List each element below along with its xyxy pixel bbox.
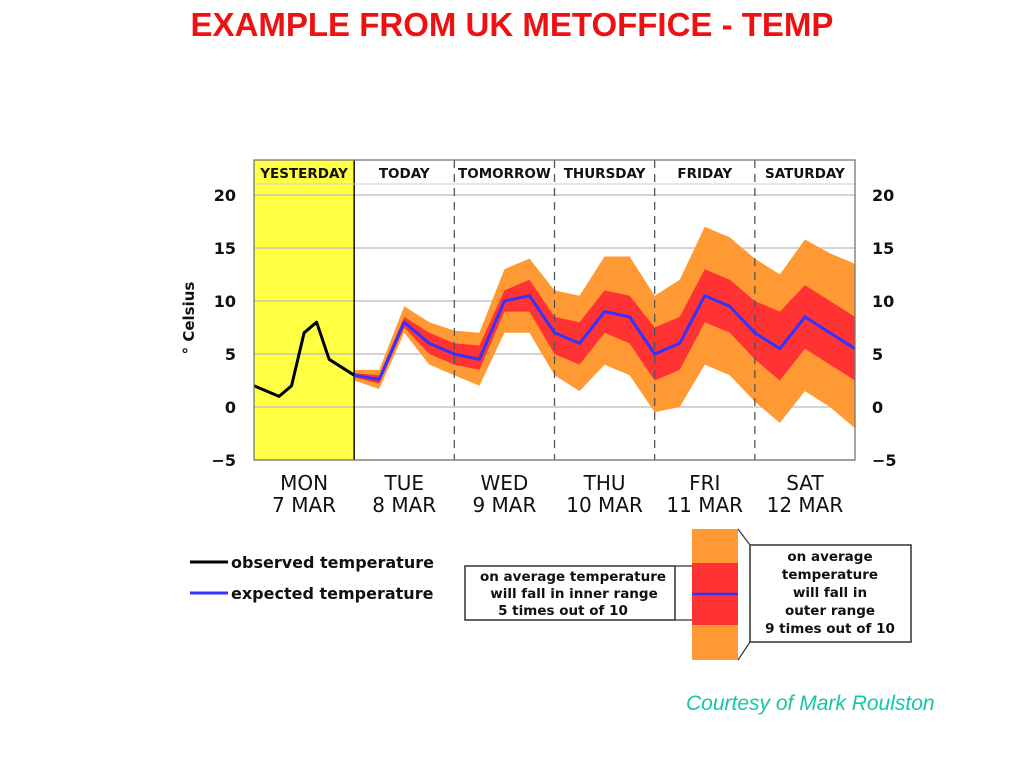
- y-tick-label-left: 10: [214, 292, 236, 311]
- outer-note-line: temperature: [782, 567, 878, 583]
- inner-note-line: 5 times out of 10: [498, 603, 628, 619]
- x-date-label: 8 MAR: [372, 493, 436, 517]
- period-label: FRIDAY: [677, 166, 732, 182]
- y-tick-label-left: 5: [225, 345, 236, 364]
- outer-note-connector-bottom: [737, 641, 751, 661]
- y-tick-label-left: 20: [214, 186, 236, 205]
- x-day-label: FRI: [689, 471, 720, 495]
- y-tick-label-right: 0: [872, 398, 883, 417]
- y-tick-label-right: 10: [872, 292, 894, 311]
- outer-note-line: on average: [787, 549, 872, 565]
- inner-note-line: will fall in inner range: [490, 586, 658, 602]
- observed-legend-label: observed temperature: [231, 553, 434, 572]
- y-tick-label-left: 0: [225, 398, 236, 417]
- x-day-label: TUE: [384, 471, 425, 495]
- y-axis-label: ° Celsius: [180, 282, 198, 355]
- outer-note-line: 9 times out of 10: [765, 621, 895, 637]
- period-label: THURSDAY: [564, 166, 646, 182]
- plot-frame: [253, 159, 856, 461]
- y-tick-label-right: 20: [872, 186, 894, 205]
- observed-temperature-line: [253, 320, 355, 398]
- x-day-label: MON: [280, 471, 328, 495]
- x-date-label: 9 MAR: [472, 493, 536, 517]
- y-tick-label-right: 15: [872, 239, 894, 258]
- x-day-label: WED: [481, 471, 529, 495]
- inner-note-line: on average temperature: [480, 569, 666, 585]
- x-date-label: 12 MAR: [767, 493, 844, 517]
- y-tick-label-left: −5: [211, 451, 236, 470]
- x-day-label: THU: [583, 471, 626, 495]
- y-tick-label-right: −5: [872, 451, 897, 470]
- x-date-label: 11 MAR: [666, 493, 743, 517]
- x-date-label: 10 MAR: [566, 493, 643, 517]
- inner-note-box: [464, 565, 676, 621]
- y-tick-label-right: 5: [872, 345, 883, 364]
- yesterday-band: [254, 160, 355, 460]
- x-day-label: SAT: [786, 471, 824, 495]
- outer-note-line: will fall in: [793, 585, 867, 601]
- outer-note-line: outer range: [785, 603, 875, 619]
- period-label: YESTERDAY: [259, 166, 348, 182]
- period-label: TODAY: [379, 166, 430, 182]
- inner-range-band: [354, 269, 855, 384]
- x-date-label: 7 MAR: [272, 493, 336, 517]
- period-label: TOMORROW: [458, 166, 551, 182]
- credit-text: Courtesy of Mark Roulston: [686, 692, 935, 715]
- y-tick-label-left: 15: [214, 239, 236, 258]
- page-title: EXAMPLE FROM UK METOFFICE - TEMP: [190, 6, 834, 43]
- period-label: SATURDAY: [765, 166, 845, 182]
- outer-note-connector-top: [737, 528, 751, 546]
- expected-temperature-line: [353, 294, 856, 381]
- expected-legend-label: expected temperature: [231, 584, 434, 603]
- outer-note-box: [749, 544, 912, 643]
